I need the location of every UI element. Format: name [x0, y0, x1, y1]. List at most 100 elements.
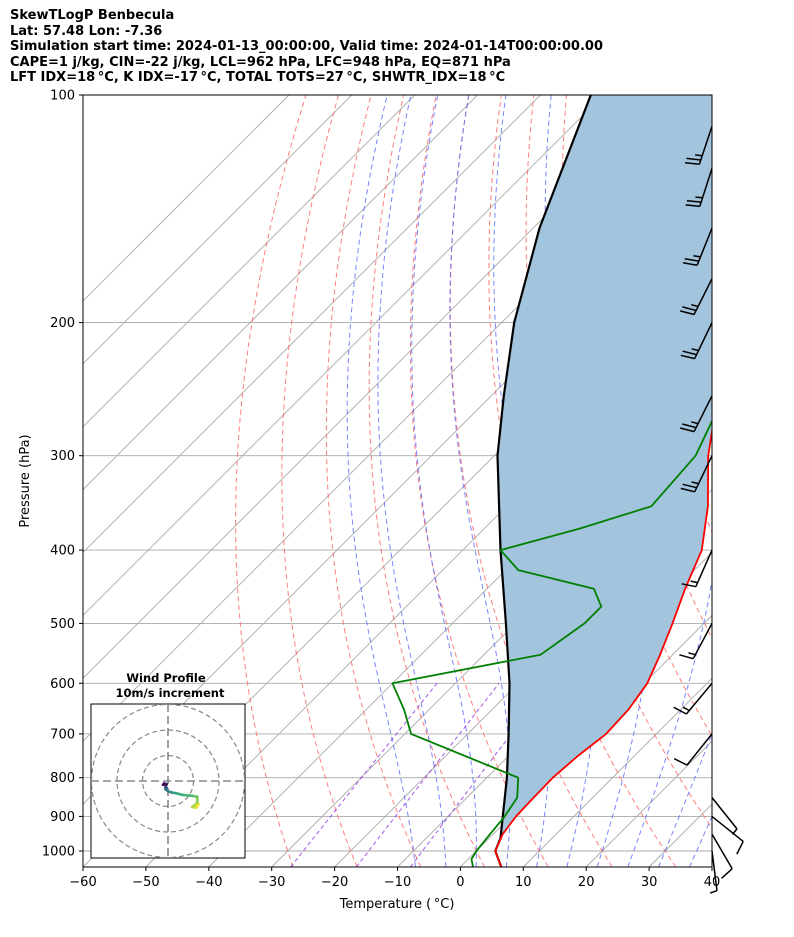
barb-feather [682, 262, 698, 267]
dry-adiabat-line [762, 95, 794, 867]
inset-title: Wind Profile [126, 671, 206, 685]
barb-feather [736, 841, 744, 855]
temperature-profile-line [494, 425, 712, 867]
y-tick-label: 200 [50, 316, 75, 331]
profile-lines [391, 95, 712, 867]
barb-feather [686, 157, 701, 161]
barb-feather [680, 310, 695, 316]
wind-barb [711, 833, 733, 879]
barb-feather [684, 257, 699, 262]
barb-half-feather [688, 652, 696, 656]
barb-staff [711, 797, 738, 830]
barb-staff [696, 227, 713, 266]
barb-feather [680, 487, 695, 493]
moist-adiabat-line [346, 95, 416, 867]
barb-feather [686, 199, 702, 203]
barb-staff [694, 455, 713, 493]
x-tick-label: 40 [704, 875, 721, 890]
wind-barb [685, 126, 713, 165]
barb-half-feather [691, 303, 699, 308]
wind-profile-inset: Wind Profile 10m/s increment [90, 671, 246, 859]
y-tick-label: 100 [50, 89, 75, 104]
x-tick-label: 0 [456, 875, 464, 890]
indices-line-2: LFT IDX=18 °C, K IDX=-17 °C, TOTAL TOTS=… [10, 70, 506, 86]
isotherm-line [83, 95, 667, 679]
dry-adiabat-line [235, 95, 307, 867]
barb-staff [695, 549, 713, 588]
isotherm-line [83, 95, 353, 365]
location-line: Lat: 57.48 Lon: -7.36 [10, 23, 163, 39]
x-tick-label: 10 [515, 875, 532, 890]
isotherm-line [83, 95, 290, 302]
barb-half-feather [691, 348, 699, 352]
hodograph-segment [161, 782, 166, 787]
wind-barb [682, 227, 713, 267]
barb-staff [698, 126, 713, 165]
parcel-profile-line [494, 95, 592, 867]
barb-feather [680, 354, 695, 360]
y-tick-label: 800 [50, 771, 75, 786]
hodograph-ring [91, 704, 245, 858]
barb-feather [721, 868, 733, 879]
hodograph-segment [182, 793, 194, 798]
wind-barb [680, 395, 713, 433]
wind-barb [685, 168, 713, 208]
hodograph-segment [174, 791, 185, 797]
y-tick-label: 700 [50, 727, 75, 742]
moist-adiabat-line [411, 95, 477, 867]
wind-barb [680, 455, 713, 493]
barb-feather [682, 350, 697, 356]
barb-half-feather [695, 154, 703, 157]
barb-staff [685, 682, 713, 715]
moist-adiabat-line [377, 95, 447, 867]
dewpoint-profile-line [391, 419, 712, 867]
barb-staff [699, 168, 713, 207]
wind-barb [709, 850, 718, 894]
moist-adiabat-line [627, 95, 712, 867]
wind-barb [679, 623, 713, 660]
barb-staff [711, 850, 718, 891]
barb-feather [685, 204, 700, 208]
x-tick-label: 30 [641, 875, 658, 890]
barb-half-feather [731, 828, 738, 835]
moist-adiabat-line [720, 95, 794, 867]
x-tick-label: −60 [69, 875, 96, 890]
isotherm-line [334, 488, 712, 867]
cape-cin-area [495, 95, 712, 867]
x-tick-label: −30 [258, 875, 285, 890]
isotherm-line [83, 95, 541, 554]
barb-half-feather [690, 580, 698, 584]
barb-feather [681, 583, 696, 588]
barb-half-feather [695, 196, 703, 199]
barb-feather [682, 423, 697, 429]
barb-half-feather [709, 889, 718, 894]
barb-feather [680, 427, 695, 433]
wind-barb [680, 278, 713, 316]
chart-title: SkewTLogP Benbecula [10, 8, 175, 23]
barb-staff [693, 278, 713, 315]
y-tick-label: 1000 [42, 845, 75, 860]
barb-staff [693, 395, 713, 432]
barb-half-feather [693, 254, 701, 258]
y-tick-label: 600 [50, 677, 75, 692]
barb-staff [686, 733, 713, 766]
barb-feather [679, 654, 694, 660]
isotherm-line [83, 95, 416, 428]
wind-barbs [673, 126, 744, 894]
x-tick-label: −50 [132, 875, 159, 890]
dry-adiabat-line [281, 95, 358, 867]
y-axis-label: Pressure (hPa) [18, 434, 33, 527]
barb-feather [673, 706, 687, 715]
wind-barb [711, 797, 738, 835]
isotherm-line [83, 95, 478, 491]
barb-staff [711, 833, 733, 870]
wind-barb [680, 322, 713, 360]
barb-half-feather [682, 706, 690, 712]
y-tick-label: 400 [50, 544, 75, 559]
barb-feather [682, 306, 697, 312]
y-tick-label: 500 [50, 617, 75, 632]
barb-half-feather [691, 481, 699, 485]
title-block: SkewTLogP Benbecula Lat: 57.48 Lon: -7.3… [10, 8, 780, 86]
isotherm-line [83, 95, 604, 617]
